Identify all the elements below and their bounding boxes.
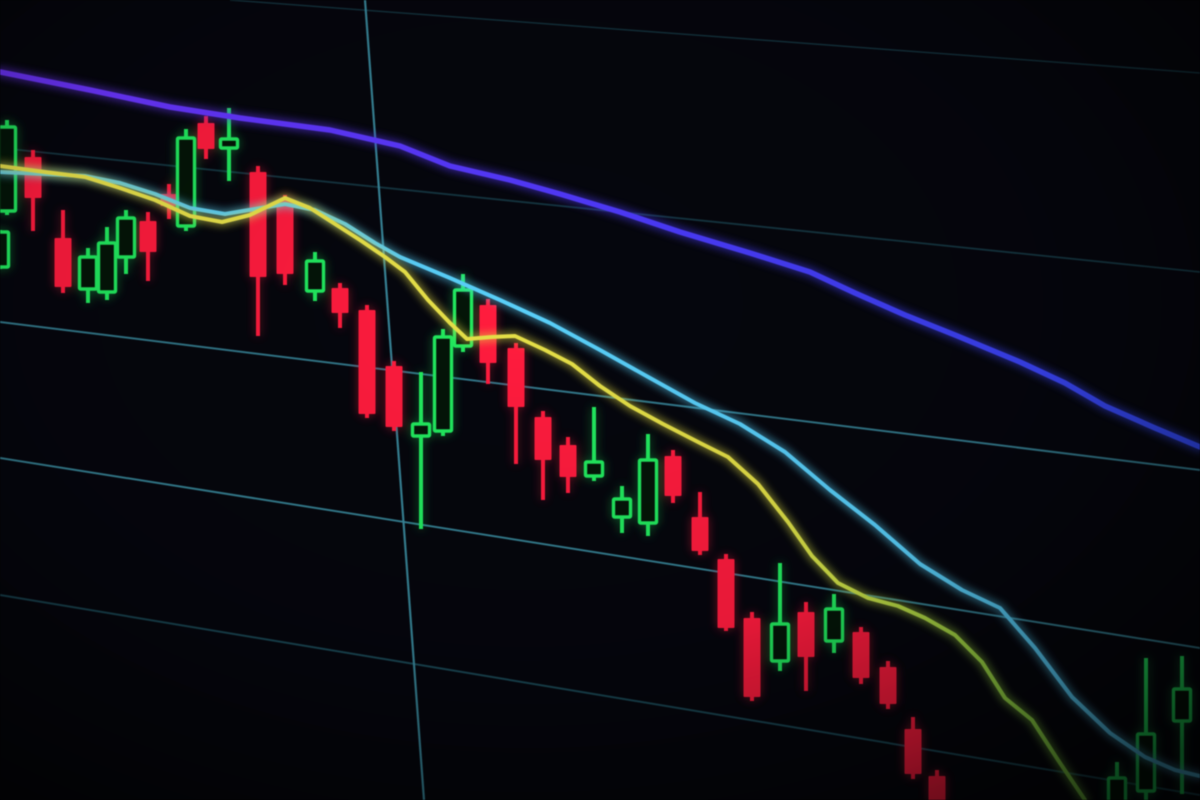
red-candle [358,305,376,418]
red-candle [717,554,735,631]
red-candle [879,661,897,709]
red-candle [743,612,761,701]
red-candle [385,361,403,431]
red-candle [852,627,870,684]
red-candle [664,450,682,503]
green-candle [0,230,11,269]
green-candle [432,329,454,436]
